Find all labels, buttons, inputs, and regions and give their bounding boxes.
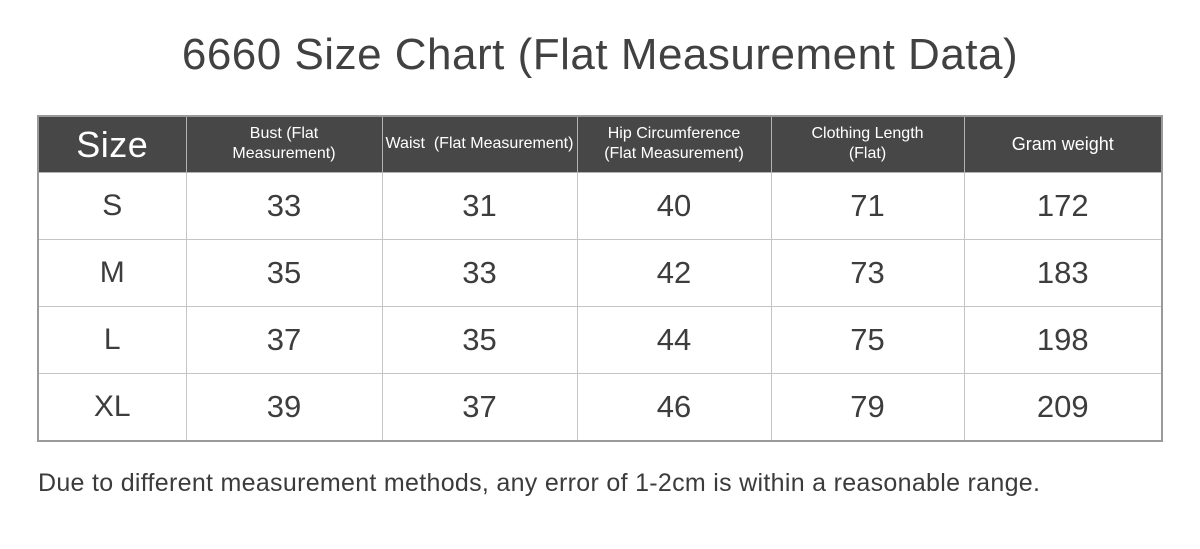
page-title: 6660 Size Chart (Flat Measurement Data) (181, 30, 1019, 79)
table-row-m: M 35 33 42 73 183 (37, 239, 1163, 308)
table-cell: 71 (770, 172, 965, 241)
table-cell: 209 (963, 373, 1163, 442)
table-cell: 79 (770, 373, 965, 442)
header-cell-waist: Waist (Flat Measurement) (381, 115, 578, 174)
table-row-xl: XL 39 37 46 79 209 (37, 373, 1163, 442)
table-cell: 183 (963, 239, 1163, 308)
table-row-l: L 37 35 44 75 198 (37, 306, 1163, 375)
table-cell: 35 (381, 306, 578, 375)
table-cell: 37 (185, 306, 383, 375)
footnote: Due to different measurement methods, an… (38, 468, 1041, 497)
size-label-cell: L (37, 306, 187, 375)
size-label-cell: M (37, 239, 187, 308)
table-cell: 75 (770, 306, 965, 375)
table-cell: 33 (381, 239, 578, 308)
table-cell: 172 (963, 172, 1163, 241)
header-cell-hip: Hip Circumference (Flat Measurement) (576, 115, 772, 174)
table-cell: 33 (185, 172, 383, 241)
header-cell-length: Clothing Length (Flat) (770, 115, 965, 174)
header-cell-gram-weight: Gram weight (963, 115, 1163, 174)
size-label-cell: XL (37, 373, 187, 442)
table-cell: 198 (963, 306, 1163, 375)
table-cell: 39 (185, 373, 383, 442)
table-cell: 35 (185, 239, 383, 308)
table-cell: 31 (381, 172, 578, 241)
table-cell: 42 (576, 239, 772, 308)
table-cell: 37 (381, 373, 578, 442)
table-cell: 40 (576, 172, 772, 241)
size-label-cell: S (37, 172, 187, 241)
table-cell: 73 (770, 239, 965, 308)
size-chart-page: 6660 Size Chart (Flat Measurement Data) … (0, 30, 1200, 549)
header-row: Size Bust (Flat Measurement) Waist (Flat… (37, 115, 1163, 174)
table-cell: 46 (576, 373, 772, 442)
table-cell: 44 (576, 306, 772, 375)
header-cell-bust: Bust (Flat Measurement) (185, 115, 383, 174)
header-cell-size: Size (37, 115, 187, 174)
size-chart-table: Size Bust (Flat Measurement) Waist (Flat… (37, 114, 1163, 442)
table-row-s: S 33 31 40 71 172 (37, 172, 1163, 241)
